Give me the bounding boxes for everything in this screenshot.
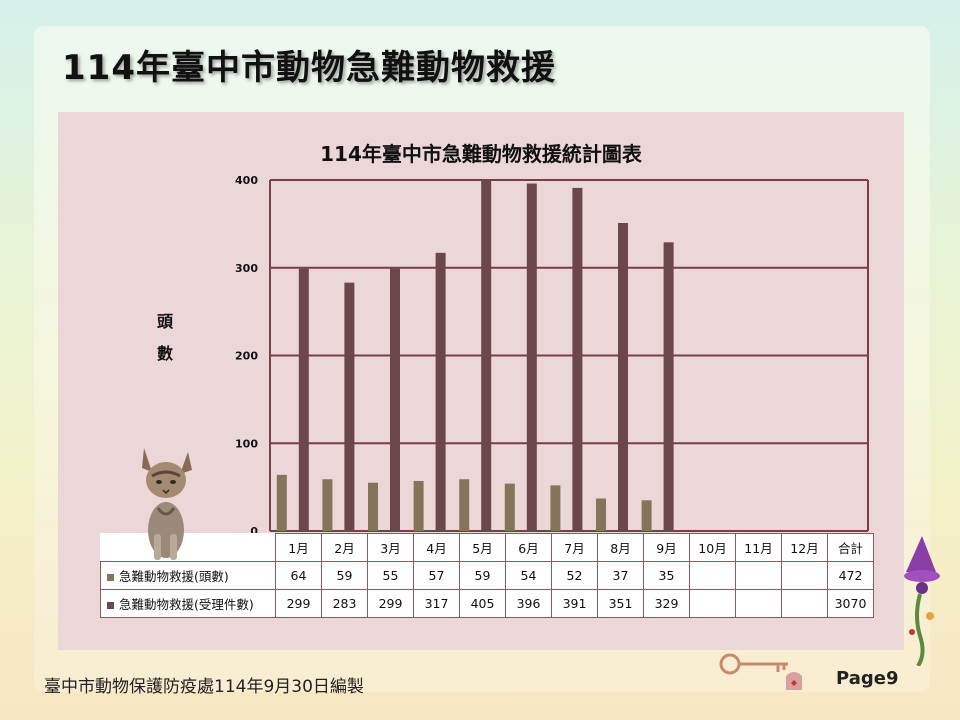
table-cell: 64: [275, 561, 322, 590]
table-header-cell: 9月: [643, 533, 690, 562]
table-cell: 329: [643, 589, 690, 618]
table-cell: [781, 561, 828, 590]
bar-cases: [618, 222, 628, 531]
table-cell: [689, 561, 736, 590]
table-cell-total: 3070: [827, 589, 874, 618]
table-header-cell: 1月: [275, 533, 322, 562]
table-cell: 317: [413, 589, 460, 618]
table-header-cell: 5月: [459, 533, 506, 562]
bar-cases: [298, 268, 309, 531]
key-decoration: [719, 653, 802, 690]
footer-source-note: 臺中市動物保護防疫處114年9月30日編製: [44, 677, 364, 697]
table-cell: 283: [321, 589, 368, 618]
table-header-row: 1月 2月 3月 4月 5月 6月 7月 8月 9月 10月 11月 12月 合…: [100, 533, 874, 562]
table-header-total: 合計: [827, 533, 874, 562]
bar-heads: [550, 485, 561, 531]
table-cell: 35: [643, 561, 690, 590]
chart-area: 114年臺中市急難動物救援統計圖表 頭 數 0 100 200 300 400 1月 2…: [58, 112, 904, 650]
page-number: Page9: [836, 668, 899, 689]
bar-cases: [572, 187, 583, 531]
table-header-cell: 2月: [321, 533, 368, 562]
table-cell: 391: [551, 589, 598, 618]
y-axis-label: 頭 數: [154, 306, 176, 370]
legend-entry-heads: 急難動物救援(頭數): [100, 561, 276, 590]
data-table: 1月 2月 3月 4月 5月 6月 7月 8月 9月 10月 11月 12月 合…: [100, 533, 874, 618]
table-cell: 299: [367, 589, 414, 618]
y-tick-label: 400: [235, 174, 258, 187]
table-header-cell: 8月: [597, 533, 644, 562]
table-cell: [735, 561, 782, 590]
bar-heads: [322, 479, 333, 531]
legend-label: 急難動物救援(頭數): [119, 569, 229, 584]
table-cell: 299: [275, 589, 322, 618]
bar-heads: [596, 498, 606, 531]
kitten-photo: [142, 448, 192, 560]
table-cell: 59: [459, 561, 506, 590]
table-cell: 57: [413, 561, 460, 590]
bar-chart-plot: 0 100 200 300 400: [235, 174, 869, 538]
table-row: 急難動物救援(頭數) 64 59 55 57 59 54 52 37 35 47…: [100, 561, 874, 590]
table-cell: 55: [367, 561, 414, 590]
table-cell: 396: [505, 589, 552, 618]
legend-key-heads: [107, 574, 114, 581]
table-cell: 54: [505, 561, 552, 590]
y-tick-label: 0: [250, 525, 258, 538]
table-cell: [689, 589, 736, 618]
table-header-cell: 12月: [781, 533, 828, 562]
bar-cases: [390, 268, 400, 531]
table-cell: [781, 589, 828, 618]
page-title: 114年臺中市動物急難動物救援: [62, 48, 556, 88]
table-cell: 37: [597, 561, 644, 590]
bar-cases: [481, 180, 492, 531]
table-cell: [735, 589, 782, 618]
table-header-cell: 4月: [413, 533, 460, 562]
table-corner: [100, 533, 276, 562]
bar-heads: [276, 474, 287, 531]
table-header-cell: 11月: [735, 533, 782, 562]
y-axis-label-char: 頭: [156, 312, 173, 331]
bar-heads: [413, 480, 424, 531]
magic-wand-decoration: [904, 536, 940, 666]
bar-heads: [641, 500, 652, 531]
table-header-cell: 7月: [551, 533, 598, 562]
bar-cases: [344, 282, 355, 531]
table-header-cell: 6月: [505, 533, 552, 562]
bar-heads: [504, 483, 515, 531]
y-tick-label: 300: [235, 262, 258, 275]
table-cell: 351: [597, 589, 644, 618]
bar-cases: [663, 242, 674, 532]
table-cell: 405: [459, 589, 506, 618]
y-tick-label: 100: [235, 437, 258, 450]
chart-title: 114年臺中市急難動物救援統計圖表: [320, 142, 642, 166]
bar-cases: [526, 183, 537, 531]
legend-key-cases: [107, 602, 114, 609]
bar-heads: [368, 482, 378, 531]
table-cell: 59: [321, 561, 368, 590]
legend-label: 急難動物救援(受理件數): [119, 597, 254, 612]
table-row: 急難動物救援(受理件數) 299 283 299 317 405 396 391…: [100, 589, 874, 618]
bar-heads: [459, 479, 470, 531]
table-cell: 52: [551, 561, 598, 590]
table-cell-total: 472: [827, 561, 874, 590]
y-axis-label-char: 數: [156, 344, 173, 363]
bar-cases: [435, 252, 446, 531]
table-header-cell: 10月: [689, 533, 736, 562]
y-tick-label: 200: [235, 350, 258, 363]
table-header-cell: 3月: [367, 533, 414, 562]
legend-entry-cases: 急難動物救援(受理件數): [100, 589, 276, 618]
